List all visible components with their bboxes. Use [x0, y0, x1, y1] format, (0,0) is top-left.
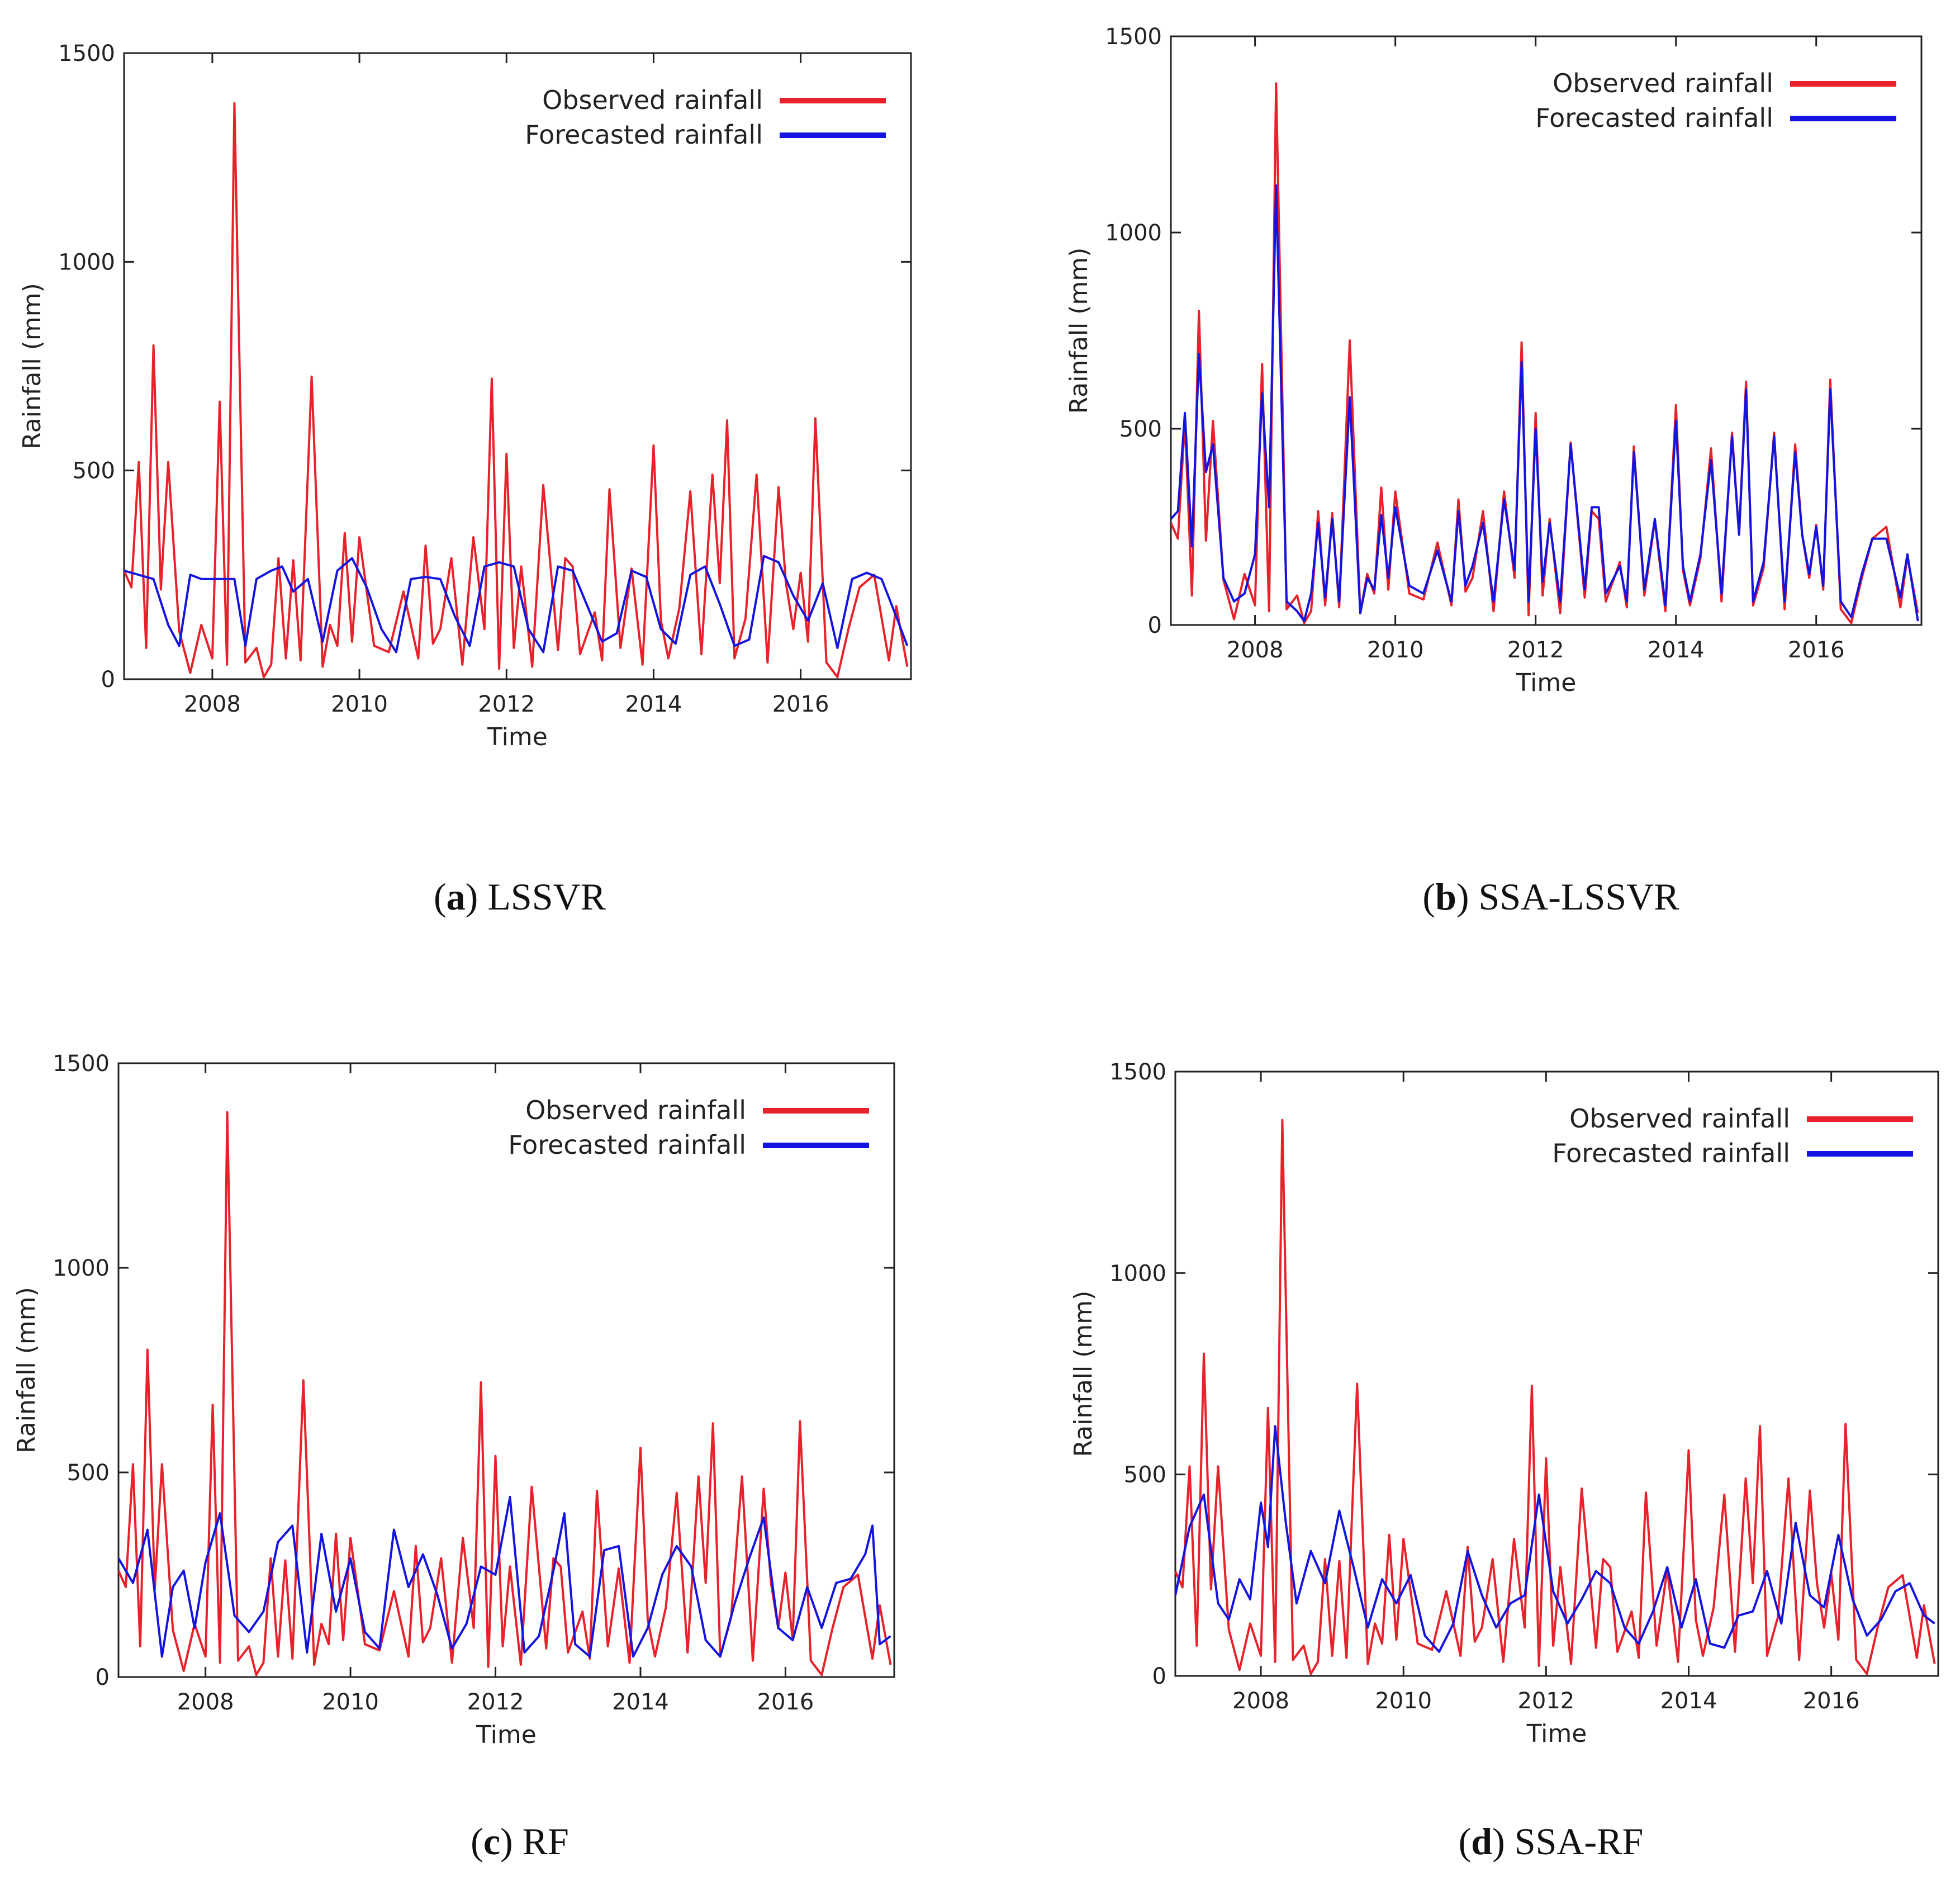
y-tick-label: 500: [73, 458, 115, 484]
x-tick-label: 2012: [1517, 1688, 1574, 1714]
forecasted-rainfall-line: [124, 555, 909, 653]
legend-label-observed: Observed rainfall: [1553, 68, 1773, 98]
observed-rainfall-line: [1171, 82, 1919, 624]
y-tick-label: 1000: [1105, 220, 1162, 246]
y-axis-label: Rainfall (mm): [1069, 1291, 1098, 1457]
x-tick-label: 2012: [1507, 637, 1564, 663]
plot-frame: [117, 1062, 895, 1678]
forecasted-rainfall-line: [1171, 184, 1919, 622]
x-tick-label: 2010: [331, 691, 388, 717]
legend-label-forecast: Forecasted rainfall: [1535, 103, 1773, 133]
y-tick-label: 500: [67, 1460, 110, 1486]
legend-label-forecast: Forecasted rainfall: [508, 1130, 746, 1160]
forecasted-rainfall-line: [118, 1495, 891, 1658]
observed-rainfall-line: [1175, 1119, 1936, 1675]
x-tick-label: 2014: [1648, 637, 1705, 663]
x-tick-label: 2008: [1232, 1688, 1289, 1714]
chart-2: 0 500 1000 1500 2008 2010 2012 2014 2016 Time Rain…: [1065, 24, 1923, 697]
y-tick-label: 500: [1124, 1462, 1166, 1488]
legend-label-observed: Observed rainfall: [542, 85, 763, 115]
x-tick-label: 2016: [757, 1689, 814, 1715]
observed-rainfall-line: [118, 1111, 892, 1676]
y-tick-label: 500: [1119, 416, 1162, 442]
y-axis-label: Rainfall (mm): [12, 1287, 41, 1453]
caption-c: (c) RF: [471, 1820, 569, 1863]
legend-label-observed: Observed rainfall: [1569, 1103, 1790, 1134]
caption-text: LSSVR: [478, 875, 606, 918]
x-tick-label: 2010: [1375, 1688, 1432, 1714]
x-axis-label: Time: [487, 723, 548, 751]
chart-4: 0 500 1000 1500 2008 2010 2012 2014 2016 Time Rain…: [1069, 1059, 1939, 1748]
plot-frame: [1174, 1070, 1939, 1677]
y-tick-label: 0: [101, 667, 115, 693]
caption-letter: c: [483, 1820, 500, 1863]
caption-a: (a) LSSVR: [434, 875, 606, 918]
y-tick-label: 0: [1148, 613, 1162, 638]
legend-label-forecast: Forecasted rainfall: [1552, 1138, 1790, 1168]
caption-text: SSA-RF: [1505, 1820, 1644, 1863]
caption-text: SSA-LSSVR: [1469, 875, 1679, 918]
x-tick-label: 2014: [1660, 1688, 1717, 1714]
x-tick-label: 2008: [177, 1689, 234, 1715]
plot-frame: [1170, 35, 1923, 626]
caption-letter: a: [446, 875, 466, 918]
y-tick-label: 0: [1152, 1664, 1166, 1689]
x-tick-label: 2016: [1788, 637, 1845, 663]
y-tick-label: 1000: [1109, 1261, 1166, 1286]
x-tick-label: 2016: [1803, 1688, 1860, 1714]
caption-letter: d: [1471, 1820, 1493, 1863]
x-tick-label: 2012: [478, 691, 535, 717]
x-tick-label: 2008: [1227, 637, 1284, 663]
x-tick-label: 2008: [184, 691, 241, 717]
caption-letter: b: [1435, 875, 1456, 918]
chart-1: 0 500 1000 1500 2008 2010 2012 2014 2016 Time Rain…: [18, 41, 912, 751]
plot-frame: [123, 52, 912, 680]
y-tick-label: 1500: [1109, 1059, 1166, 1085]
caption-b: (b) SSA-LSSVR: [1422, 875, 1679, 918]
x-axis-label: Time: [1516, 669, 1577, 697]
y-tick-label: 0: [96, 1665, 110, 1690]
forecasted-rainfall-line: [1175, 1425, 1935, 1653]
x-tick-label: 2014: [612, 1689, 669, 1715]
y-tick-label: 1500: [53, 1051, 110, 1077]
x-axis-label: Time: [1526, 1720, 1587, 1748]
y-tick-label: 1000: [53, 1256, 110, 1281]
x-tick-label: 2014: [625, 691, 682, 717]
y-tick-label: 1500: [58, 41, 115, 67]
chart-3: 0 500 1000 1500 2008 2010 2012 2014 2016 Time Rain…: [12, 1051, 895, 1749]
y-tick-label: 1000: [58, 249, 115, 275]
y-tick-label: 1500: [1105, 24, 1162, 50]
y-axis-label: Rainfall (mm): [1065, 248, 1093, 414]
x-tick-label: 2010: [1367, 637, 1424, 663]
observed-rainfall-line: [124, 102, 909, 679]
x-tick-label: 2010: [322, 1689, 379, 1715]
y-axis-label: Rainfall (mm): [18, 283, 46, 449]
x-tick-label: 2012: [467, 1689, 524, 1715]
caption-text: RF: [512, 1820, 569, 1863]
legend-label-forecast: Forecasted rainfall: [525, 120, 763, 150]
x-axis-label: Time: [476, 1721, 537, 1749]
caption-d: (d) SSA-RF: [1458, 1820, 1644, 1863]
legend-label-observed: Observed rainfall: [525, 1095, 746, 1125]
x-tick-label: 2016: [772, 691, 829, 717]
